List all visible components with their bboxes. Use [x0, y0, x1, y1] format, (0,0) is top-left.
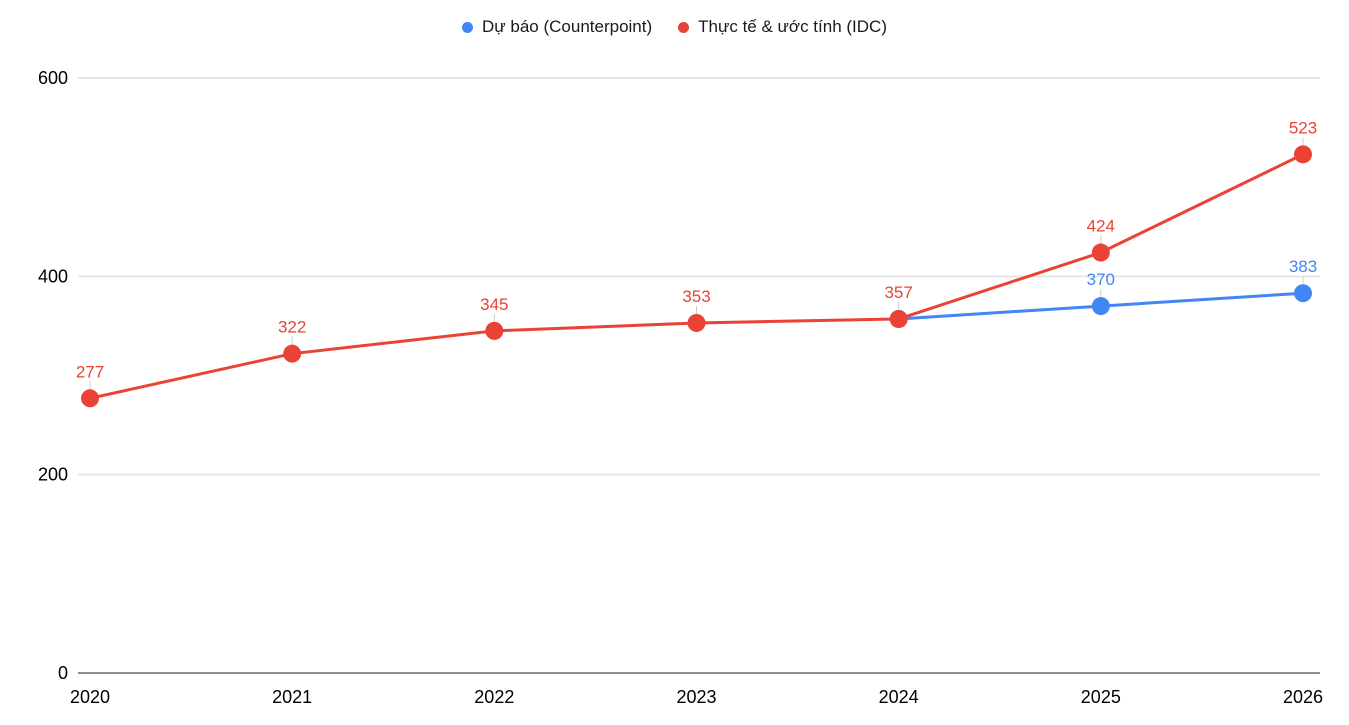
y-tick-label: 400 — [38, 266, 68, 286]
legend-dot-blue-icon — [462, 21, 473, 33]
legend-label-forecast: Dự báo (Counterpoint) — [482, 17, 653, 36]
data-label: 322 — [278, 318, 306, 337]
data-point — [1294, 284, 1312, 303]
legend-label-actual: Thực tế & ước tính (IDC) — [698, 17, 887, 36]
data-point — [1294, 145, 1312, 164]
x-tick-label: 2025 — [1081, 687, 1121, 707]
x-tick-label: 2021 — [272, 687, 312, 707]
y-tick-label: 0 — [58, 663, 68, 683]
data-point — [485, 321, 504, 340]
data-point — [687, 313, 706, 332]
x-tick-label: 2023 — [676, 687, 716, 707]
legend-item-actual-idc: Thực tế & ước tính (IDC) — [678, 17, 887, 37]
x-tick-label: 2024 — [879, 687, 919, 707]
data-label: 357 — [884, 283, 912, 302]
chart-legend: Dự báo (Counterpoint) Thực tế & ước tính… — [0, 17, 1349, 37]
x-tick-label: 2020 — [70, 687, 110, 707]
data-point — [889, 309, 908, 328]
data-point — [1091, 297, 1110, 316]
data-label: 424 — [1087, 217, 1115, 236]
data-label: 383 — [1289, 257, 1317, 276]
data-point — [1091, 243, 1110, 262]
x-tick-label: 2026 — [1283, 687, 1323, 707]
data-point — [81, 389, 99, 408]
y-tick-label: 600 — [38, 68, 68, 88]
data-point — [283, 344, 302, 363]
data-label: 345 — [480, 295, 508, 314]
data-label: 277 — [76, 362, 104, 381]
x-tick-label: 2022 — [474, 687, 514, 707]
data-label: 370 — [1087, 270, 1115, 289]
data-label: 353 — [682, 287, 710, 306]
data-label: 523 — [1289, 118, 1317, 137]
y-tick-label: 200 — [38, 465, 68, 485]
legend-item-forecast-counterpoint: Dự báo (Counterpoint) — [462, 17, 652, 37]
legend-dot-red-icon — [678, 21, 690, 33]
